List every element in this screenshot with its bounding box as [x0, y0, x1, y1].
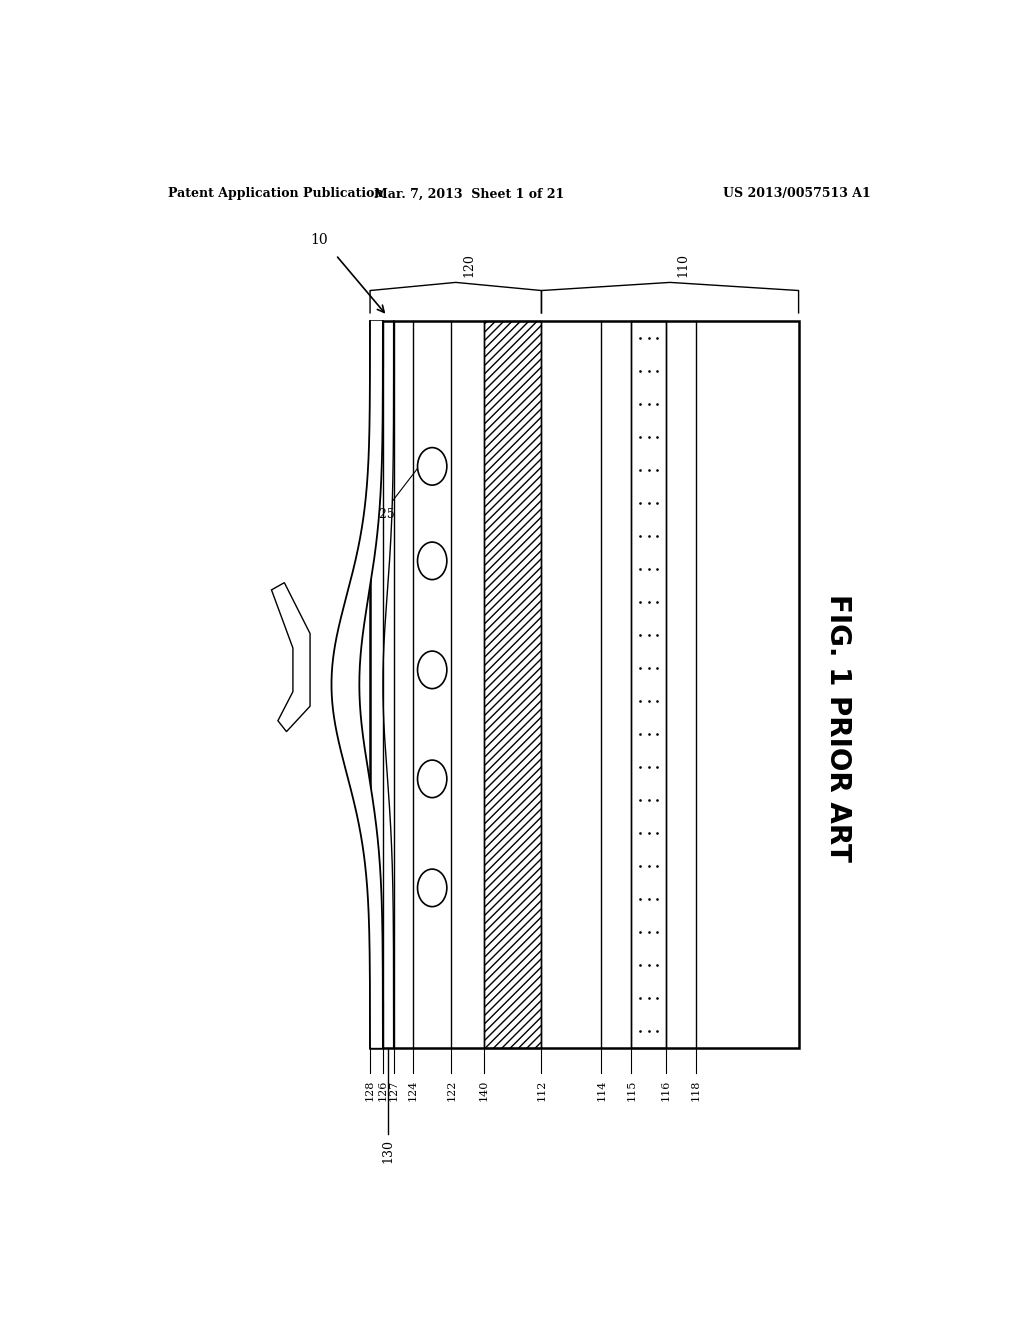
Text: FIG. 1 PRIOR ART: FIG. 1 PRIOR ART	[824, 594, 852, 862]
Bar	[483, 321, 542, 1048]
Bar	[370, 1001, 383, 1048]
Text: 110: 110	[677, 253, 689, 277]
Text: 127: 127	[389, 1080, 398, 1101]
Text: 126: 126	[378, 1080, 388, 1101]
Text: Mar. 7, 2013  Sheet 1 of 21: Mar. 7, 2013 Sheet 1 of 21	[374, 187, 564, 201]
Bar	[632, 321, 666, 1048]
Text: 115: 115	[627, 1080, 637, 1101]
Bar	[370, 321, 799, 1048]
Text: 116: 116	[660, 1080, 671, 1101]
Polygon shape	[271, 582, 310, 731]
Text: 140: 140	[478, 1080, 488, 1101]
Text: 120: 120	[462, 253, 475, 277]
Text: 118: 118	[691, 1080, 700, 1101]
Text: 112: 112	[537, 1080, 547, 1101]
Text: 128: 128	[365, 1080, 375, 1101]
Text: US 2013/0057513 A1: US 2013/0057513 A1	[723, 187, 871, 201]
Text: 130: 130	[382, 1139, 395, 1163]
Polygon shape	[332, 321, 383, 1048]
Bar	[483, 321, 542, 1048]
Text: 10: 10	[310, 232, 328, 247]
Text: Patent Application Publication: Patent Application Publication	[168, 187, 383, 201]
Text: 125: 125	[372, 508, 395, 521]
Bar	[632, 321, 666, 1048]
Text: 114: 114	[596, 1080, 606, 1101]
Text: 124: 124	[408, 1080, 418, 1101]
Bar	[370, 321, 383, 368]
Text: 122: 122	[446, 1080, 457, 1101]
